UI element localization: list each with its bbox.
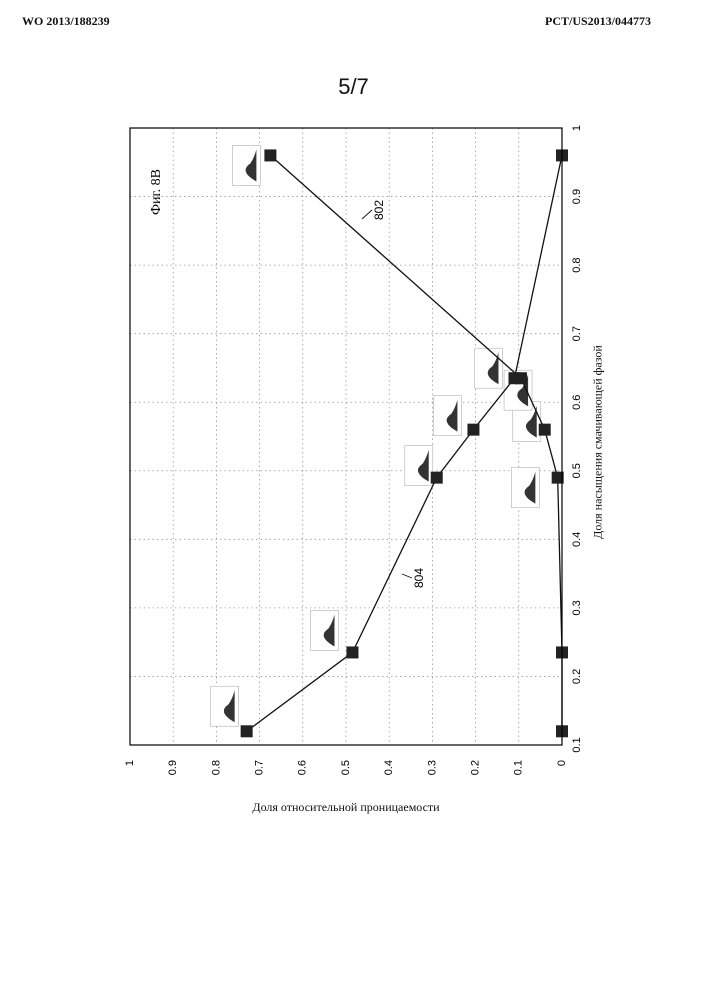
y-tick-label: 0.3 bbox=[571, 600, 583, 615]
data-point-marker bbox=[241, 725, 253, 737]
x-tick-label: 0.6 bbox=[297, 760, 309, 775]
histogram-inset bbox=[211, 686, 239, 726]
y-tick-label: 0.5 bbox=[571, 463, 583, 478]
y-tick-label: 0.7 bbox=[571, 326, 583, 341]
y-tick-label: 0.8 bbox=[571, 257, 583, 272]
x-tick-label: 0 bbox=[556, 760, 568, 766]
data-point-marker bbox=[264, 149, 276, 161]
y-tick-label: 0.2 bbox=[571, 669, 583, 684]
histogram-inset bbox=[433, 396, 461, 436]
y-tick-label: 0.6 bbox=[571, 395, 583, 410]
x-tick-label: 1 bbox=[124, 760, 136, 766]
y-tick-label: 1 bbox=[571, 125, 583, 131]
histogram-inset bbox=[405, 446, 433, 486]
series-label-804: 804 bbox=[412, 568, 426, 588]
y-tick-label: 0.4 bbox=[571, 532, 583, 547]
callout-leader bbox=[402, 574, 412, 578]
y-tick-label: 0.1 bbox=[571, 737, 583, 752]
x-tick-label: 0.3 bbox=[426, 760, 438, 775]
data-point-marker bbox=[431, 472, 443, 484]
data-point-marker bbox=[539, 424, 551, 436]
x-tick-label: 0.1 bbox=[513, 760, 525, 775]
histogram-inset bbox=[474, 348, 502, 388]
data-point-marker bbox=[508, 372, 520, 384]
x-tick-label: 0.5 bbox=[340, 760, 352, 775]
y-axis-label: Доля насыщения смачивающей фазой bbox=[591, 345, 606, 539]
series-lines bbox=[247, 155, 562, 731]
data-point-marker bbox=[467, 424, 479, 436]
x-tick-label: 0.7 bbox=[254, 760, 266, 775]
x-tick-label: 0.4 bbox=[383, 760, 395, 775]
callout-leader bbox=[362, 210, 372, 219]
histogram-inset bbox=[232, 145, 260, 185]
series-line-804 bbox=[247, 155, 562, 731]
x-tick-label: 0.8 bbox=[210, 760, 222, 775]
x-tick-label: 0.2 bbox=[470, 760, 482, 775]
histogram-inset bbox=[511, 468, 539, 508]
histogram-insets bbox=[211, 145, 541, 726]
figure-label: Фиг. 8B bbox=[149, 169, 164, 215]
grid bbox=[130, 128, 562, 745]
x-axis-label: Доля относительной проницаемости bbox=[130, 800, 562, 815]
tick-labels: 1 0.9 0.8 0.7 0.6 0.5 0.4 0.3 0.2 0.1 0 0.1 0.2 0.3 0.… bbox=[124, 125, 583, 775]
series-label-802: 802 bbox=[372, 200, 386, 220]
y-tick-label: 0.9 bbox=[571, 189, 583, 204]
x-tick-label: 0.9 bbox=[167, 760, 179, 775]
histogram-inset bbox=[310, 610, 338, 650]
data-point-marker bbox=[346, 646, 358, 658]
series-labels: 802 804 bbox=[362, 200, 426, 588]
plot-frame bbox=[130, 128, 562, 745]
